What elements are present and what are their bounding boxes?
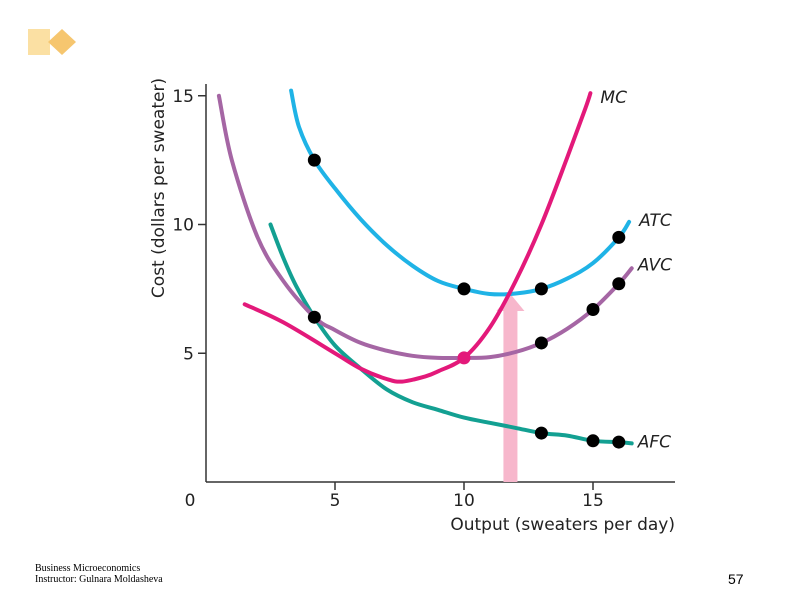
footer: Business Microeconomics Instructor: Guln… bbox=[35, 563, 163, 585]
logo-diamond bbox=[48, 29, 76, 55]
x-tick-label: 15 bbox=[582, 491, 604, 511]
avc-label: AVC bbox=[637, 255, 672, 275]
avc-point bbox=[307, 310, 321, 324]
avc-point bbox=[534, 336, 548, 350]
afc-point bbox=[534, 426, 548, 440]
labels: MC ATC AVC AFC bbox=[600, 88, 672, 452]
y-tick-label: 5 bbox=[183, 344, 194, 364]
atc-point bbox=[612, 230, 626, 244]
y-tick-label: 15 bbox=[172, 87, 194, 107]
arrow-layer bbox=[496, 294, 525, 482]
page-number: 57 bbox=[728, 571, 744, 587]
afc-curve bbox=[268, 222, 634, 446]
footer-instructor: Instructor: Gulnara Moldasheva bbox=[35, 574, 163, 585]
curves bbox=[216, 88, 634, 446]
atc-point bbox=[534, 282, 548, 296]
points bbox=[307, 153, 626, 449]
footer-course: Business Microeconomics bbox=[35, 563, 141, 574]
mc-point bbox=[457, 351, 471, 365]
output-arrow bbox=[496, 294, 525, 482]
x-tick-label: 10 bbox=[453, 491, 475, 511]
avc-point bbox=[612, 277, 626, 291]
afc-point bbox=[586, 434, 600, 448]
x-axis-title: Output (sweaters per day) bbox=[450, 515, 675, 535]
diamond-logo-icon bbox=[28, 29, 76, 55]
avc-point bbox=[586, 302, 600, 316]
atc-curve bbox=[289, 88, 632, 297]
afc-point bbox=[612, 435, 626, 449]
mc-label: MC bbox=[600, 88, 627, 108]
afc-label: AFC bbox=[637, 432, 671, 452]
atc-label: ATC bbox=[638, 211, 672, 231]
atc-point bbox=[307, 153, 321, 167]
axes: 0 5 10 15 5 10 15 Output (sweaters per day) Cost… bbox=[149, 78, 675, 535]
x-tick-label: 0 bbox=[185, 491, 196, 511]
y-axis-title: Cost (dollars per sweater) bbox=[149, 78, 169, 298]
atc-point bbox=[457, 282, 471, 296]
x-tick-label: 5 bbox=[330, 491, 341, 511]
mc-curve bbox=[242, 91, 593, 384]
avc-curve bbox=[216, 93, 634, 361]
y-tick-label: 10 bbox=[172, 216, 194, 236]
logo-rect bbox=[28, 29, 50, 55]
